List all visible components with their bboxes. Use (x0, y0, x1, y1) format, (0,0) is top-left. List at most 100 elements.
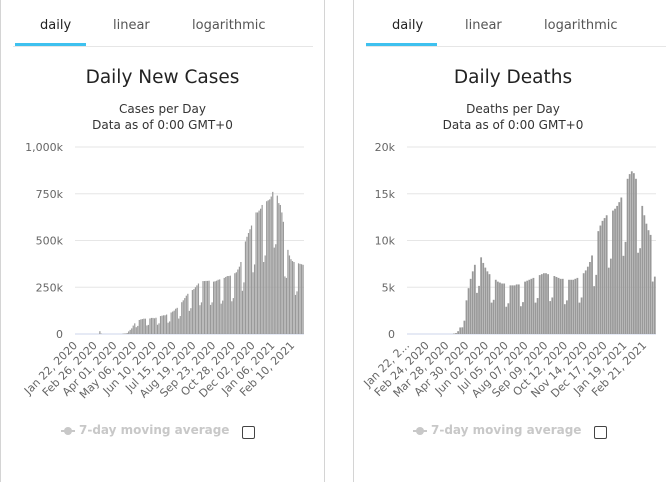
bar[interactable] (492, 299, 495, 334)
bar[interactable] (637, 252, 639, 334)
bar[interactable] (609, 258, 612, 334)
bar[interactable] (517, 284, 520, 334)
bar[interactable] (626, 178, 629, 334)
bar[interactable] (555, 276, 558, 334)
bar[interactable] (561, 278, 564, 334)
bar[interactable] (266, 201, 268, 334)
bar[interactable] (620, 197, 623, 334)
bar[interactable] (540, 274, 543, 334)
bar[interactable] (530, 278, 533, 334)
bar[interactable] (200, 302, 203, 334)
bar[interactable] (214, 281, 216, 334)
bar[interactable] (131, 328, 133, 334)
bar[interactable] (141, 319, 143, 334)
bar[interactable] (282, 221, 284, 334)
bar[interactable] (167, 322, 169, 334)
bar[interactable] (216, 280, 218, 334)
bar[interactable] (574, 278, 577, 334)
bar[interactable] (279, 204, 281, 334)
bar[interactable] (219, 279, 221, 334)
bar[interactable] (287, 249, 289, 334)
bar[interactable] (490, 302, 493, 334)
bar[interactable] (253, 264, 256, 334)
bar[interactable] (528, 279, 531, 334)
bar[interactable] (591, 255, 593, 334)
bar[interactable] (158, 323, 160, 334)
bar[interactable] (586, 266, 589, 334)
bar[interactable] (299, 263, 301, 334)
bar[interactable] (126, 332, 128, 334)
bar[interactable] (164, 315, 166, 334)
bar[interactable] (235, 272, 237, 334)
bar[interactable] (457, 331, 460, 334)
bar[interactable] (135, 327, 137, 334)
bar[interactable] (281, 212, 283, 334)
bar[interactable] (278, 203, 280, 334)
tab-daily[interactable]: daily (40, 18, 72, 33)
bar[interactable] (209, 304, 212, 334)
bar[interactable] (178, 318, 180, 334)
bar[interactable] (165, 314, 168, 334)
bar[interactable] (494, 279, 497, 334)
bar[interactable] (143, 318, 145, 334)
bar[interactable] (225, 276, 227, 334)
bar[interactable] (635, 178, 637, 334)
bar[interactable] (580, 297, 583, 334)
bar[interactable] (297, 263, 300, 334)
bar[interactable] (534, 302, 537, 334)
bar[interactable] (630, 171, 633, 334)
bar[interactable] (211, 302, 213, 334)
bar[interactable] (296, 291, 298, 334)
bar[interactable] (150, 317, 153, 334)
moving-average-checkbox[interactable] (242, 426, 255, 439)
bar[interactable] (302, 264, 304, 334)
bar[interactable] (568, 279, 570, 334)
bar[interactable] (624, 241, 627, 334)
bar[interactable] (240, 262, 242, 334)
bar[interactable] (267, 200, 269, 334)
bar[interactable] (147, 324, 150, 334)
bar[interactable] (188, 310, 190, 334)
bar[interactable] (249, 229, 251, 334)
tab-linear[interactable]: linear (113, 18, 150, 33)
bar[interactable] (229, 275, 231, 334)
bar[interactable] (181, 302, 183, 334)
bar[interactable] (275, 244, 277, 334)
bar[interactable] (153, 318, 156, 334)
bar[interactable] (170, 312, 172, 334)
bar[interactable] (476, 292, 478, 334)
bar[interactable] (593, 286, 596, 334)
bar[interactable] (217, 279, 219, 334)
bar[interactable] (576, 277, 579, 334)
bar[interactable] (238, 266, 241, 334)
bar[interactable] (641, 205, 644, 334)
bar[interactable] (231, 301, 233, 334)
bar[interactable] (206, 280, 209, 334)
bar[interactable] (223, 277, 225, 334)
bar[interactable] (467, 288, 470, 334)
bar[interactable] (294, 294, 297, 334)
bar[interactable] (156, 324, 159, 334)
bar[interactable] (607, 267, 610, 334)
bar[interactable] (222, 300, 224, 334)
bar[interactable] (272, 191, 274, 334)
bar[interactable] (173, 310, 175, 334)
bar[interactable] (175, 308, 177, 334)
bar[interactable] (172, 311, 174, 334)
bar[interactable] (140, 319, 142, 334)
moving-average-legend[interactable]: 7-day moving average (61, 423, 229, 437)
bar[interactable] (563, 304, 566, 334)
bar[interactable] (557, 277, 560, 334)
bar[interactable] (499, 282, 501, 334)
bar[interactable] (614, 208, 616, 334)
bar[interactable] (261, 204, 263, 334)
bar[interactable] (488, 274, 491, 334)
bar[interactable] (128, 331, 130, 334)
bar[interactable] (185, 295, 187, 334)
bar[interactable] (246, 236, 248, 334)
bar[interactable] (465, 300, 468, 334)
bar[interactable] (205, 280, 207, 334)
bar[interactable] (584, 270, 587, 334)
bar[interactable] (595, 274, 598, 334)
bar[interactable] (138, 319, 140, 334)
